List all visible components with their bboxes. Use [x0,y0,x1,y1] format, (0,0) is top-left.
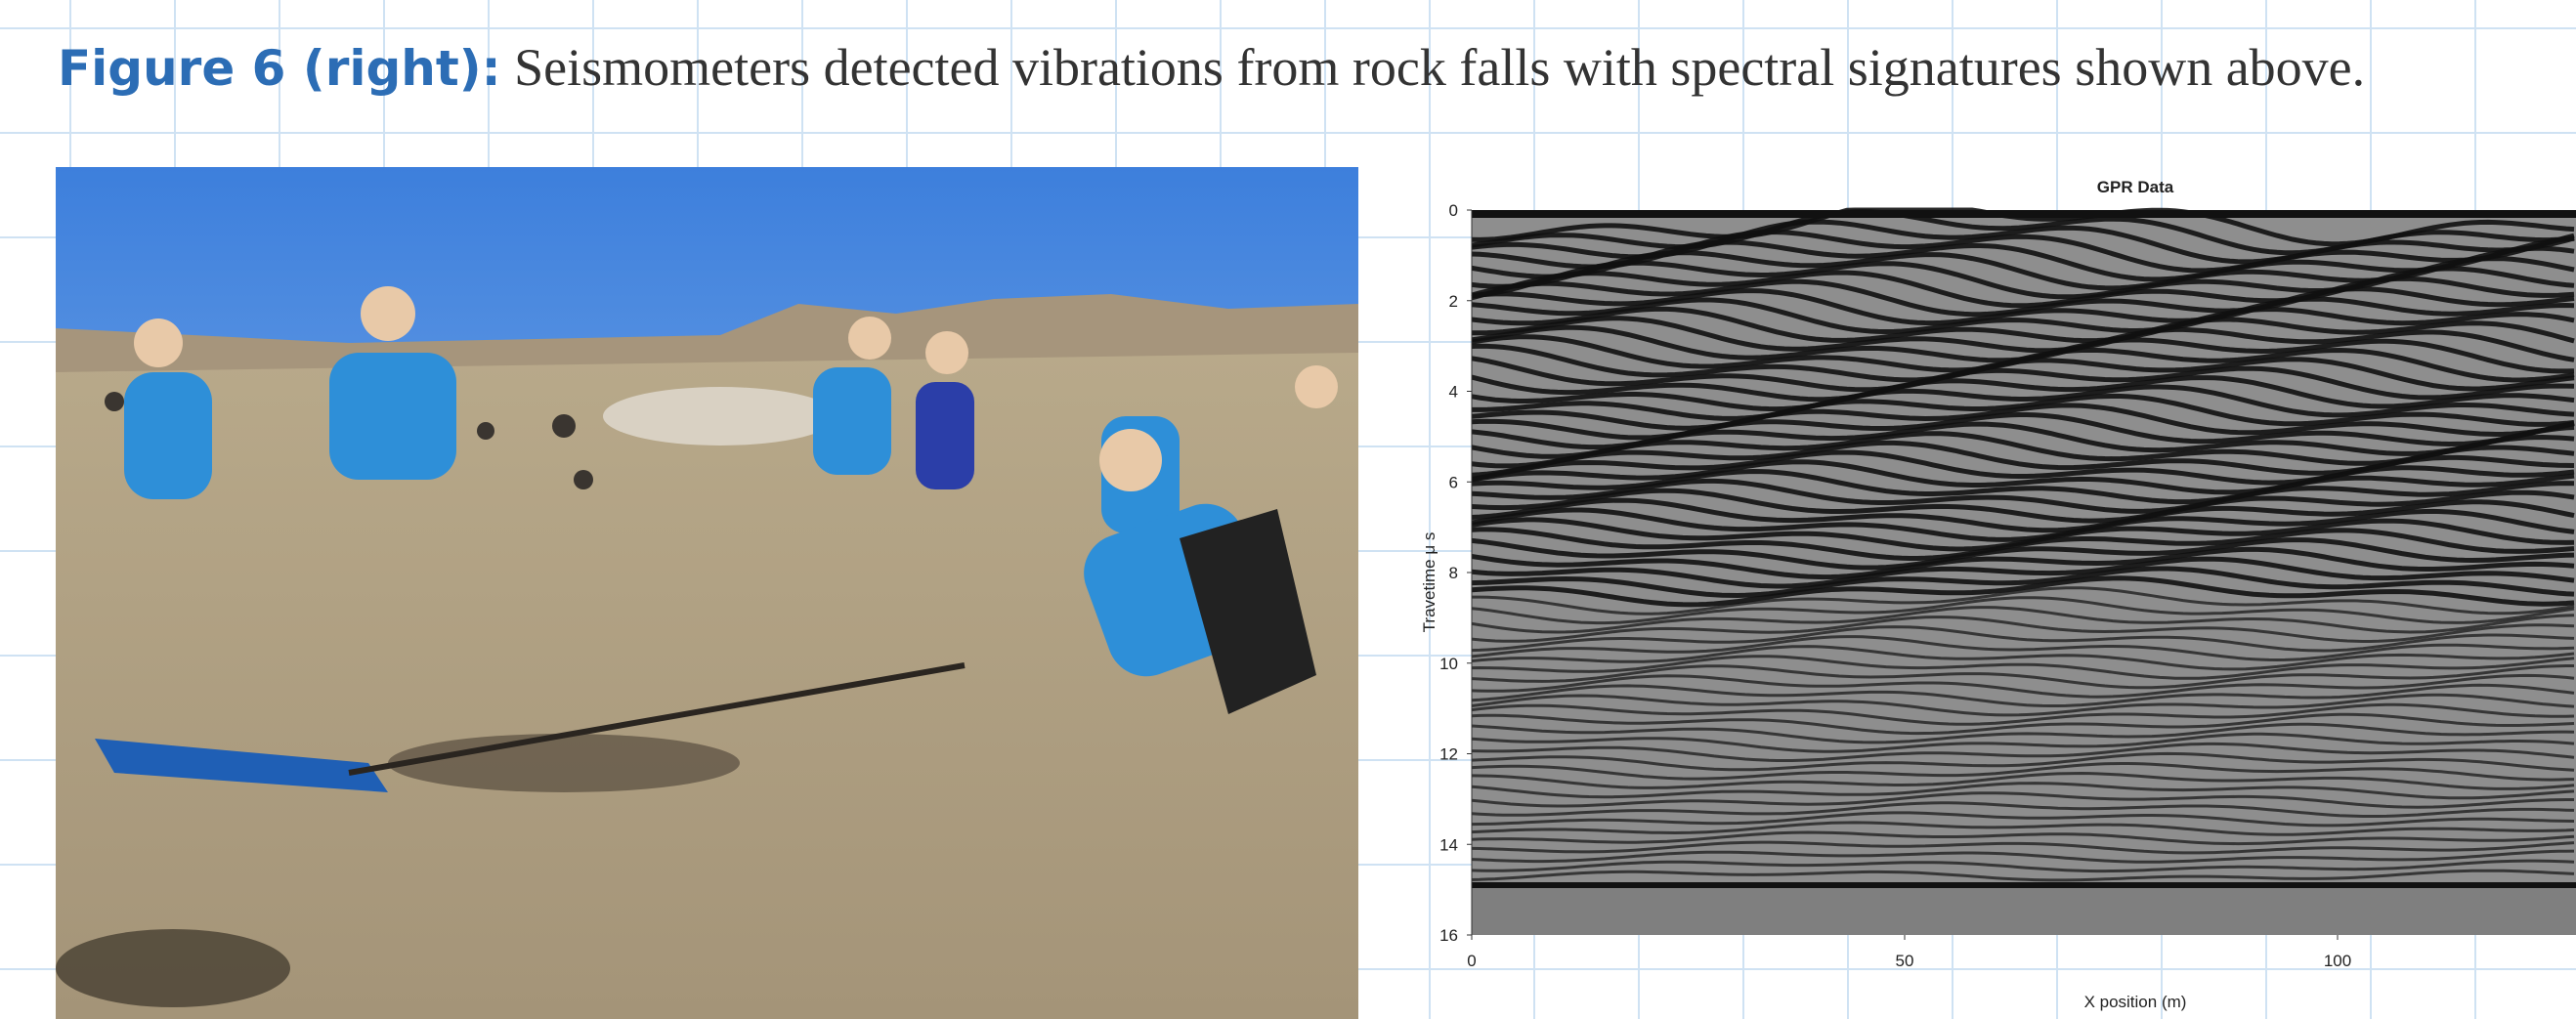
y-tick-label: 6 [1449,473,1458,491]
x-tick-label: 50 [1896,952,1914,970]
y-tick-label: 10 [1439,655,1458,673]
page: Figure 6 (right): Seismometers detected … [0,0,2576,1019]
y-tick-label: 0 [1449,201,1458,220]
caption-label: Figure 6 (right): [58,40,501,97]
caption: Figure 6 (right): Seismometers detected … [58,37,2365,98]
radargram [1472,210,2576,935]
y-tick-label: 4 [1449,383,1458,402]
x-tick-label: 0 [1467,952,1476,970]
plot-title: GPR Data [2097,178,2174,196]
y-tick-label: 16 [1439,926,1458,945]
y-tick-label: 2 [1449,292,1458,311]
gpr-plot: GPR Data X position (m) Travetime μ s 0 2… [1388,167,2576,1019]
y-axis-label: Travetime μ s [1420,532,1438,633]
caption-text: Seismometers detected vibrations from ro… [514,38,2365,97]
y-tick-label: 14 [1439,835,1458,854]
y-tick-label: 8 [1449,564,1458,582]
y-tick-label: 12 [1439,745,1458,764]
bottom-band [1472,882,2576,888]
top-band [1472,210,2576,218]
field-photo [56,167,1358,1019]
x-tick-label: 100 [2324,952,2351,970]
x-axis-label: X position (m) [2084,993,2187,1011]
